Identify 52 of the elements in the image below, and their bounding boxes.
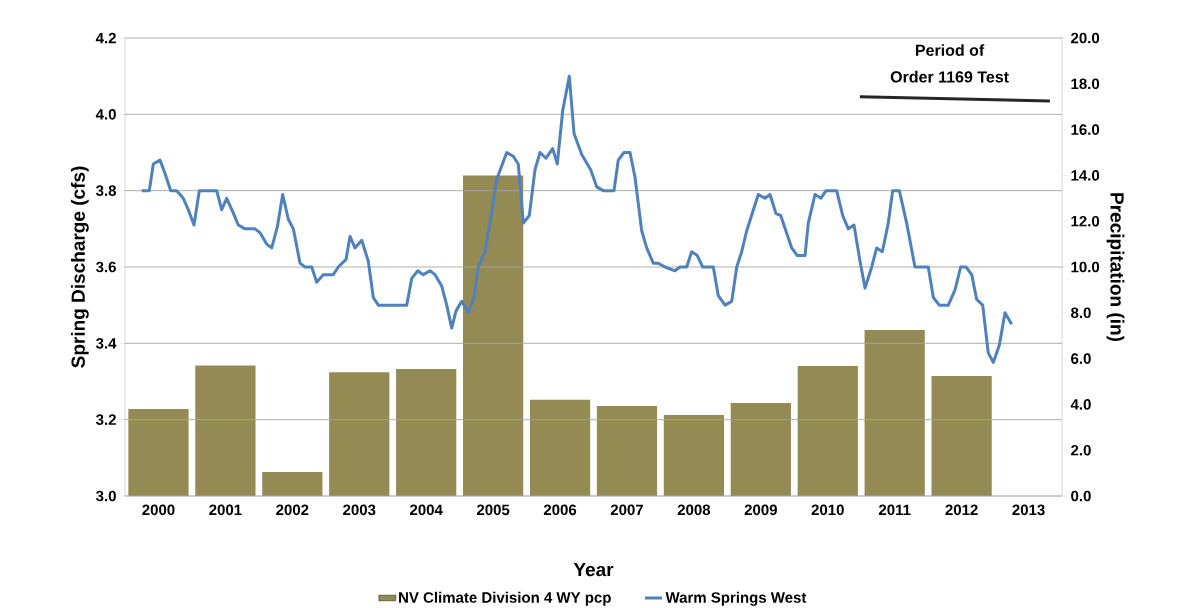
legend-label: NV Climate Division 4 WY pcp: [399, 591, 611, 606]
y2-tick-label: 8.0: [1071, 307, 1091, 319]
bar: [931, 375, 992, 496]
y-tick-label: 3.8: [95, 185, 117, 196]
y2-tick-label: 0.0: [1071, 490, 1091, 502]
y2-tick-label: 10.0: [1071, 261, 1100, 273]
x-tick-label: 2013: [1012, 504, 1045, 516]
x-tick-label: 2002: [276, 504, 309, 516]
y-tick-label: 3.6: [95, 261, 116, 273]
x-tick-label: 2000: [142, 504, 175, 516]
x-tick-label: 2007: [610, 504, 643, 516]
y2-axis-title: Precipitation (in): [1106, 193, 1125, 341]
annotation: Order 1169 Test: [890, 70, 1009, 83]
x-tick-label: 2010: [811, 504, 844, 516]
bar: [596, 405, 658, 496]
bar: [329, 372, 390, 496]
x-tick-label: 2001: [209, 504, 242, 516]
bar: [730, 402, 791, 496]
legend-label: Warm Springs West: [665, 591, 807, 606]
x-tick-label: 2005: [476, 504, 510, 516]
bar: [797, 365, 858, 496]
x-tick-label: 2006: [543, 504, 577, 516]
y2-tick-label: 4.0: [1070, 399, 1091, 410]
x-tick-label: 2003: [343, 504, 376, 516]
y-tick-label: 4.0: [95, 108, 116, 120]
bar: [529, 399, 591, 496]
x-axis-title: Year: [573, 562, 614, 577]
y2-tick-label: 14.0: [1071, 170, 1100, 181]
y-tick-label: 3.2: [95, 414, 116, 425]
y-axis-title: Spring Discharge (cfs): [70, 166, 89, 368]
y2-tick-label: 12.0: [1071, 215, 1100, 227]
x-tick-label: 2012: [945, 504, 978, 516]
x-tick-label: 2011: [878, 504, 911, 516]
x-tick-label: 2008: [677, 504, 711, 516]
y2-tick-label: 16.0: [1071, 124, 1100, 135]
bar: [128, 408, 189, 496]
y2-tick-label: 2.0: [1071, 444, 1091, 456]
y2-tick-label: 6.0: [1071, 353, 1091, 364]
bar: [463, 175, 524, 496]
annotation: Period of: [915, 44, 985, 56]
y-tick-label: 3.4: [95, 337, 117, 349]
bar: [396, 368, 457, 496]
bar: [262, 471, 323, 496]
y2-tick-label: 20.0: [1071, 32, 1100, 44]
bar: [864, 329, 925, 496]
x-tick-label: 2004: [410, 504, 443, 516]
y2-tick-label: 18.0: [1071, 78, 1100, 90]
y-tick-label: 4.2: [95, 32, 116, 44]
y-tick-label: 3.0: [95, 490, 116, 502]
x-tick-label: 2009: [744, 504, 777, 516]
bar: [663, 414, 725, 496]
bar: [195, 365, 256, 496]
